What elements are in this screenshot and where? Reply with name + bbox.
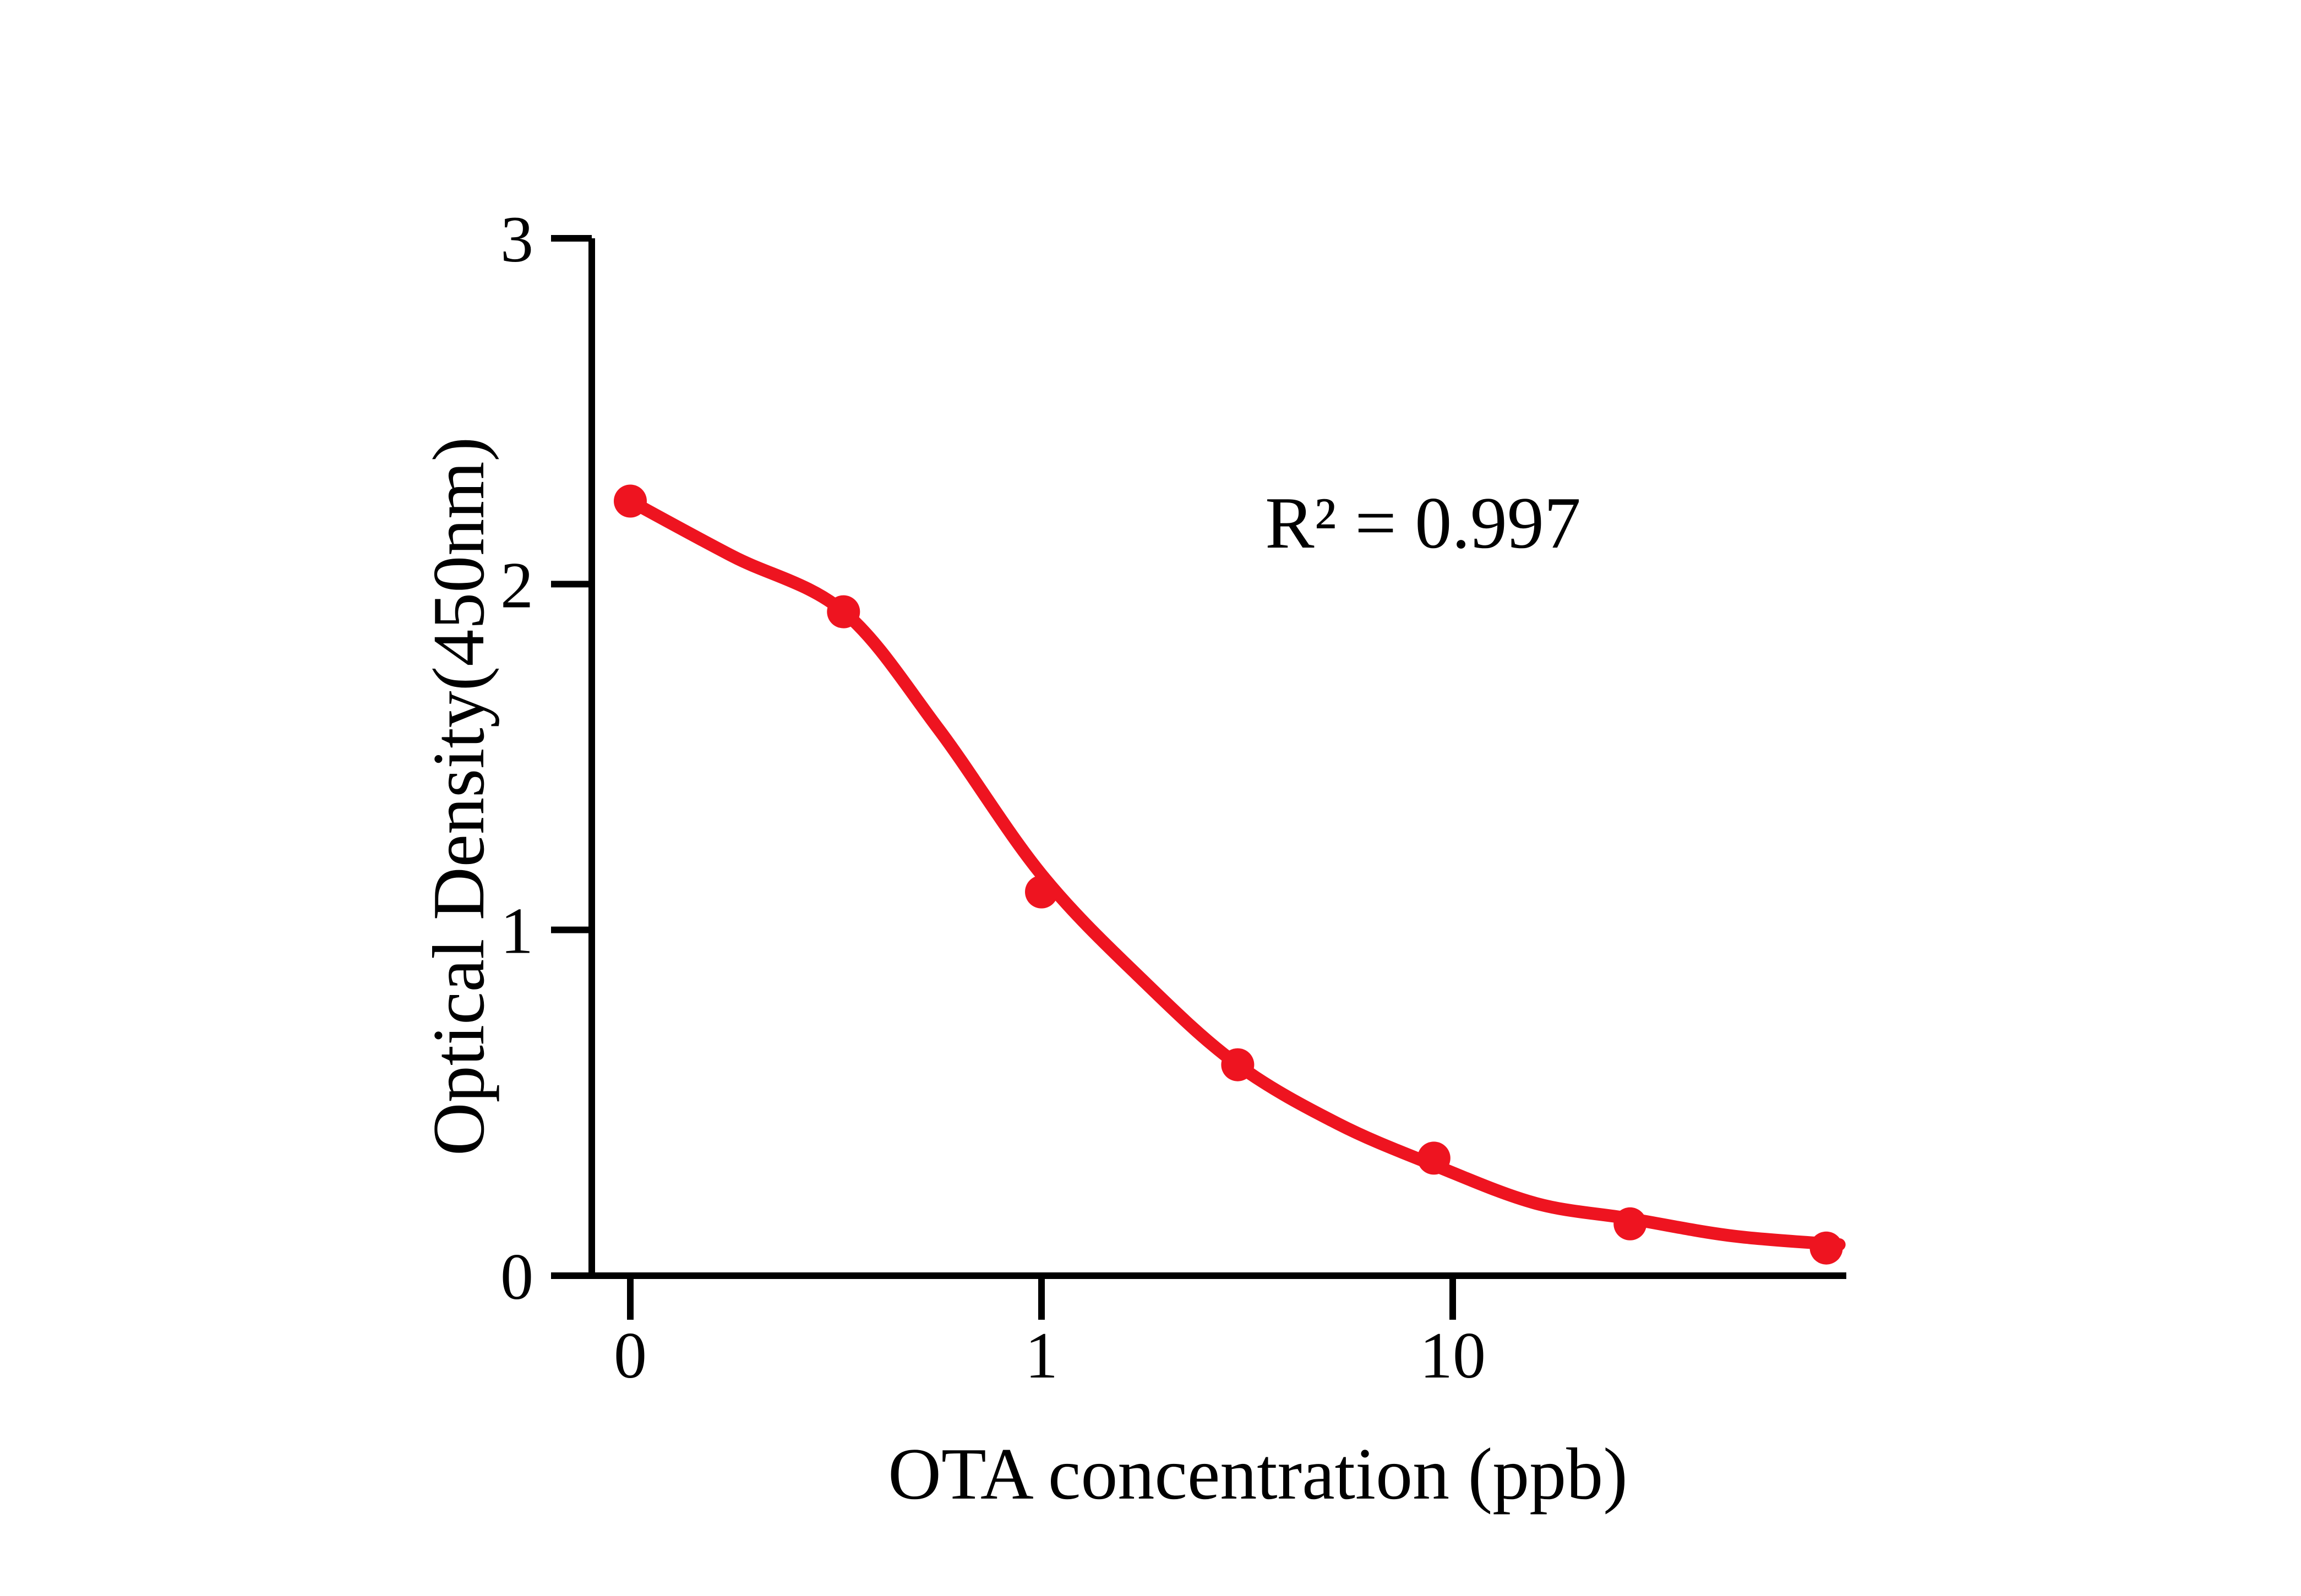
y-axis-title: Optical Density(450nm) <box>418 437 499 1156</box>
x-axis-title: OTA concentration (ppb) <box>888 1433 1628 1515</box>
data-point-9ppb <box>1417 1141 1451 1175</box>
data-point-1ppb <box>1025 875 1058 909</box>
data-point-0ppb <box>614 484 647 518</box>
x-axis-tick-label-0: 0 <box>614 1319 647 1392</box>
data-point-3ppb <box>1221 1048 1255 1081</box>
fit-curve <box>624 495 1846 1251</box>
data-point-0.33ppb <box>827 595 860 628</box>
data-point-81ppb <box>1809 1231 1843 1265</box>
r-squared-annotation: R² = 0.997 <box>1265 482 1581 564</box>
data-point-27ppb <box>1613 1207 1647 1240</box>
axis-lines <box>588 238 1846 1279</box>
x-axis-tick-label-10: 10 <box>1420 1319 1486 1392</box>
y-axis-tick-label-1: 1 <box>500 894 533 968</box>
y-axis-tick-label-3: 3 <box>500 203 533 276</box>
y-axis-tick-label-2: 2 <box>500 548 533 621</box>
x-axis-tick-label-1: 1 <box>1025 1319 1058 1392</box>
y-axis-tick-label-0: 0 <box>500 1240 533 1313</box>
